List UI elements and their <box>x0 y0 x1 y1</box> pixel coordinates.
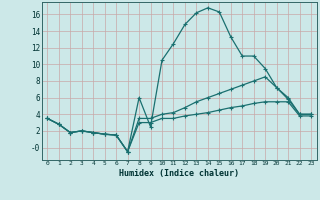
X-axis label: Humidex (Indice chaleur): Humidex (Indice chaleur) <box>119 169 239 178</box>
